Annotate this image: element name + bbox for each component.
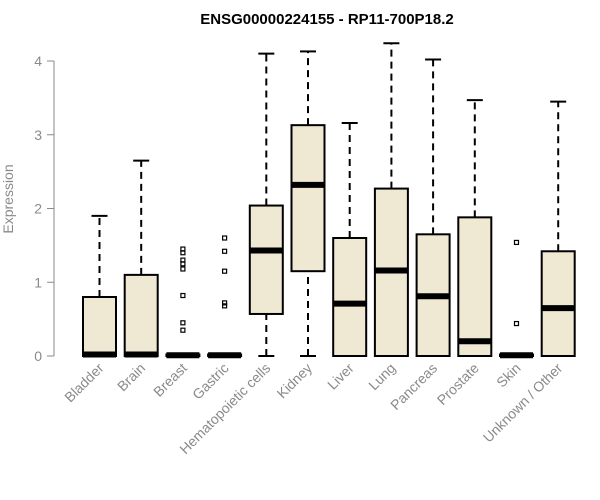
box-rect: [332, 237, 368, 357]
box-pancreas: [415, 58, 451, 357]
outlier-point: [222, 300, 228, 306]
box-kidney: [290, 50, 326, 357]
x-tick-label: Brain: [114, 360, 148, 394]
box-hematopoietic-cells: [248, 52, 284, 357]
chart-title: ENSG00000224155 - RP11-700P18.2: [200, 11, 454, 28]
box-unknown-other: [540, 100, 576, 357]
x-tick-label: Prostate: [434, 360, 482, 408]
x-tick-label: Lung: [365, 360, 398, 393]
outlier-point: [513, 320, 520, 327]
x-tick-label: Unknown / Other: [480, 360, 566, 446]
outlier-point: [513, 239, 520, 246]
box-lung: [373, 42, 409, 357]
box-rect: [123, 273, 159, 357]
outlier-point: [222, 268, 228, 274]
outlier-point: [180, 320, 186, 326]
x-tick-label: Bladder: [61, 360, 107, 406]
box-rect: [457, 216, 493, 357]
box-rect: [540, 250, 576, 357]
y-axis-label: Expression: [0, 164, 16, 233]
outlier-point: [222, 235, 228, 241]
outlier-point: [180, 266, 186, 272]
box-skin: [499, 239, 534, 359]
outlier-point: [180, 327, 186, 333]
box-breast: [165, 246, 201, 359]
box-rect: [248, 204, 284, 315]
y-axis: 0 1 2 3 4: [34, 53, 55, 364]
box-gastric: [207, 235, 243, 359]
outlier-point: [180, 246, 186, 252]
y-tick-label: 3: [34, 127, 42, 143]
outlier-point: [222, 303, 228, 309]
x-tick-label: Skin: [493, 360, 524, 391]
outlier-point: [180, 257, 186, 263]
boxes-group: [82, 42, 576, 359]
x-tick-label: Liver: [324, 360, 357, 393]
x-tick-label: Breast: [150, 360, 190, 400]
x-tick-label: Kidney: [274, 360, 316, 402]
y-tick-label: 2: [34, 201, 42, 217]
outlier-point: [180, 292, 186, 299]
box-liver: [332, 121, 368, 357]
outlier-point: [222, 248, 228, 254]
y-tick-label: 4: [34, 53, 42, 69]
box-prostate: [457, 99, 493, 357]
y-tick-label: 1: [34, 274, 42, 290]
box-rect: [290, 124, 326, 273]
box-brain: [123, 159, 159, 358]
box-bladder: [82, 214, 117, 358]
box-rect: [82, 296, 117, 357]
y-tick-label: 0: [34, 348, 42, 364]
